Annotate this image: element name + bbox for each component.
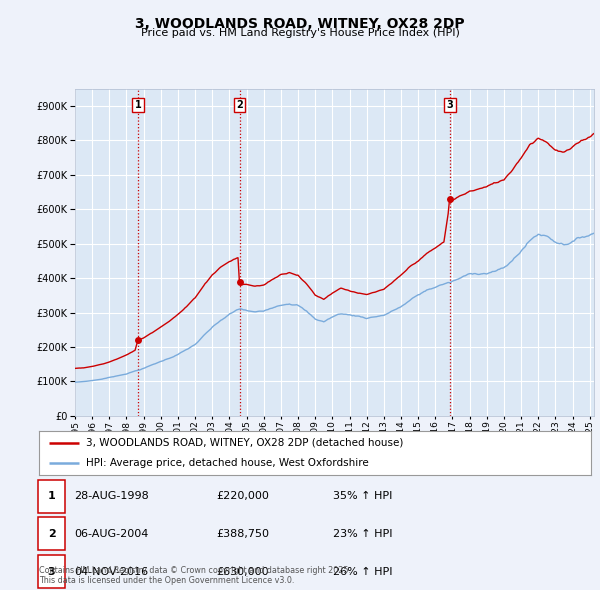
Text: Contains HM Land Registry data © Crown copyright and database right 2025.
This d: Contains HM Land Registry data © Crown c… [39, 566, 351, 585]
Text: £220,000: £220,000 [216, 491, 269, 501]
Text: 3, WOODLANDS ROAD, WITNEY, OX28 2DP (detached house): 3, WOODLANDS ROAD, WITNEY, OX28 2DP (det… [86, 438, 403, 448]
Text: 3: 3 [48, 567, 55, 576]
Text: 35% ↑ HPI: 35% ↑ HPI [333, 491, 392, 501]
Text: 06-AUG-2004: 06-AUG-2004 [74, 529, 148, 539]
Text: 2: 2 [236, 100, 243, 110]
Text: HPI: Average price, detached house, West Oxfordshire: HPI: Average price, detached house, West… [86, 458, 368, 468]
Text: 2: 2 [48, 529, 55, 539]
Text: 1: 1 [134, 100, 141, 110]
Text: Price paid vs. HM Land Registry's House Price Index (HPI): Price paid vs. HM Land Registry's House … [140, 28, 460, 38]
Text: 3: 3 [446, 100, 453, 110]
Text: 26% ↑ HPI: 26% ↑ HPI [333, 567, 392, 576]
Text: £388,750: £388,750 [216, 529, 269, 539]
Text: 3, WOODLANDS ROAD, WITNEY, OX28 2DP: 3, WOODLANDS ROAD, WITNEY, OX28 2DP [135, 17, 465, 31]
Text: 28-AUG-1998: 28-AUG-1998 [74, 491, 149, 501]
Text: 1: 1 [48, 491, 55, 501]
Text: 23% ↑ HPI: 23% ↑ HPI [333, 529, 392, 539]
Text: £630,000: £630,000 [216, 567, 269, 576]
Text: 04-NOV-2016: 04-NOV-2016 [74, 567, 148, 576]
